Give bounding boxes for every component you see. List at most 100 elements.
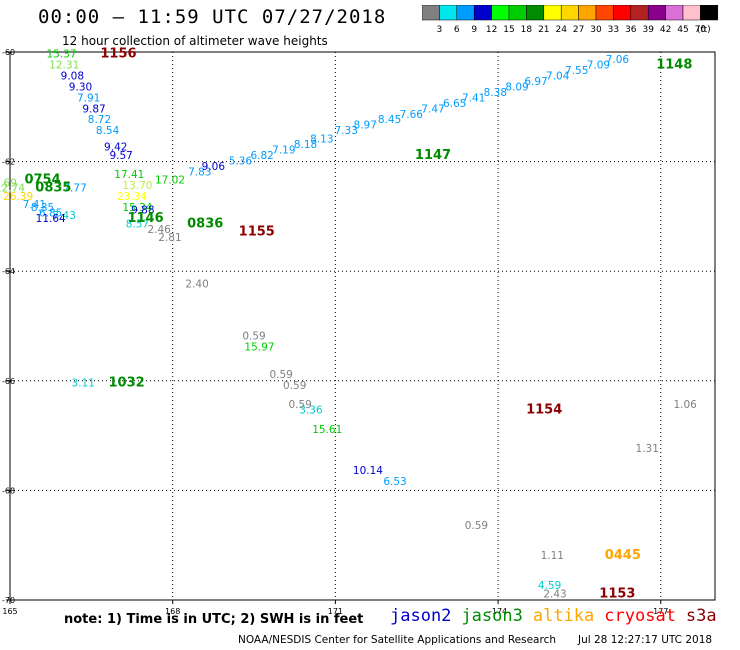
wave-height-label: 13.70 — [122, 180, 152, 192]
wave-height-label: 6.85 — [39, 207, 62, 219]
wave-height-label: 12.31 — [49, 59, 79, 71]
pass-time-label: 0445 — [605, 548, 641, 563]
x-tick-label: -174 — [489, 607, 507, 616]
wave-height-label: 26.39 — [3, 191, 33, 203]
wave-height-label: 7.77 — [63, 183, 86, 195]
wave-height-label: 0.59 — [283, 380, 306, 392]
pass-time-label: 1154 — [526, 403, 562, 418]
colorbar-label: 70 — [695, 25, 707, 35]
wave-height-label: 15.37 — [46, 48, 76, 60]
wave-height-label: 6.53 — [383, 476, 406, 488]
satellite-legend-s3a: s3a — [685, 606, 717, 626]
pass-time-label: 0835 — [35, 181, 71, 196]
wave-height-label: 7.47 — [421, 103, 444, 115]
colorbar-unit: (ft) — [697, 25, 711, 35]
wave-height-label: 8.35 — [31, 202, 54, 214]
wave-height-label: 8.45 — [378, 114, 401, 126]
plot-frame — [9, 51, 716, 601]
wave-height-label: 11.64 — [36, 213, 66, 225]
colorbar-label: 30 — [590, 25, 602, 35]
pass-time-label: 1147 — [415, 148, 451, 163]
satellite-legend: jason2 jason3 altika cryosat s3a — [390, 606, 727, 626]
credit-line: NOAA/NESDIS Center for Satellite Applica… — [238, 634, 556, 646]
wave-height-label: 17.02 — [155, 175, 185, 187]
wave-height-label: 9.06 — [202, 161, 226, 173]
wave-height-label: 15.97 — [244, 342, 274, 354]
wave-height-label: 8.13 — [310, 133, 333, 145]
colorbar-label: 9 — [471, 25, 477, 35]
wave-height-label: 2.81 — [158, 232, 181, 244]
x-tick-label: 165 — [2, 607, 17, 616]
wave-height-label: 9.42 — [104, 142, 127, 154]
wave-height-label: 9.30 — [69, 81, 92, 93]
wave-height-label: 7.41 — [462, 92, 485, 104]
wave-height-label: 10.14 — [353, 465, 383, 477]
wave-height-label: 8.57 — [126, 218, 149, 230]
wave-height-label: 0.59 — [288, 399, 311, 411]
wave-height-label: 7.41 — [23, 199, 46, 211]
wave-height-label: 7.83 — [188, 166, 211, 178]
wave-height-label: 7.66 — [400, 109, 424, 121]
colorbar-label: 15 — [503, 25, 514, 35]
chart-subtitle: 12 hour collection of altimeter wave hei… — [62, 34, 328, 48]
wave-height-label: 8.97 — [354, 120, 377, 132]
colorbar-label: 18 — [521, 25, 533, 35]
y-tick-label: -64 — [2, 267, 15, 276]
x-tick-label: 168 — [165, 607, 180, 616]
wave-height-label: 0.59 — [269, 369, 292, 381]
colorbar-label: 24 — [555, 25, 567, 35]
colorbar-label: 6 — [454, 25, 460, 35]
wave-height-label: 1.11 — [541, 550, 564, 562]
satellite-legend-jason3: jason3 — [461, 606, 523, 626]
colorbar-label: 36 — [625, 25, 637, 35]
satellite-legend-cryosat: cryosat — [604, 606, 676, 626]
wave-height-label: 5.36 — [229, 155, 253, 167]
wave-height-label: 8.09 — [505, 81, 528, 93]
wave-height-label: 17.41 — [114, 169, 144, 181]
wave-height-label: 7.19 — [272, 144, 295, 156]
wave-height-label: 7.06 — [606, 54, 630, 66]
wave-height-label: 7.55 — [565, 65, 588, 77]
satellite-legend-jason2: jason2 — [390, 606, 452, 626]
y-tick-label: -70 — [2, 596, 15, 605]
wave-height-label: 2.43 — [543, 588, 566, 600]
wave-height-label: 6.82 — [250, 150, 273, 162]
wave-height-label: 8.72 — [88, 114, 111, 126]
colorbar-swatch — [700, 5, 719, 21]
wave-height-label: 9.87 — [82, 103, 105, 115]
wave-height-label: 8.54 — [96, 125, 120, 137]
wave-height-label: 3.36 — [299, 405, 323, 417]
wave-height-label: 0.59 — [242, 331, 265, 343]
wave-height-label: 7.91 — [77, 92, 100, 104]
y-tick-label: -68 — [2, 486, 15, 495]
wave-height-label: 23.34 — [117, 191, 147, 203]
colorbar-label: 21 — [538, 25, 549, 35]
wave-height-label: 6.97 — [524, 76, 547, 88]
y-tick-label: -60 — [2, 48, 15, 57]
wave-height-label: 7.04 — [546, 70, 570, 82]
pass-time-label: 1155 — [239, 225, 275, 240]
y-tick-label: -62 — [2, 158, 15, 167]
generated-timestamp: Jul 28 12:27:17 UTC 2018 — [578, 634, 713, 646]
colorbar-label: 3 — [437, 25, 443, 35]
wave-height-label: 15.34 — [122, 202, 152, 214]
pass-time-label: 0836 — [187, 216, 223, 231]
pass-time-label: 1146 — [127, 211, 163, 226]
wave-height-label: 7.43 — [53, 210, 76, 222]
wave-height-label: 7.33 — [335, 125, 358, 137]
wave-height-label: 8.38 — [484, 87, 507, 99]
footer-note: note: 1) Time is in UTC; 2) SWH is in fe… — [64, 612, 364, 627]
wave-height-label: 0.59 — [465, 520, 488, 532]
color-scale-legend: 3 6 9 12 15 18 21 24 27 30 33 36 39 42 45 70(ft) — [422, 5, 719, 35]
colorbar-label: 27 — [573, 25, 584, 35]
colorbar-label: 12 — [486, 25, 497, 35]
satellite-legend-altika: altika — [532, 606, 595, 626]
wave-height-label: 9.88 — [131, 205, 154, 217]
colorbar-label: 45 — [677, 25, 688, 35]
wave-height-label: 3.11 — [72, 377, 95, 389]
y-tick-label: -66 — [2, 377, 15, 386]
wave-height-label: 1.06 — [673, 399, 697, 411]
wave-height-label: 8.18 — [294, 139, 317, 151]
colorbar-label: 39 — [642, 25, 654, 35]
